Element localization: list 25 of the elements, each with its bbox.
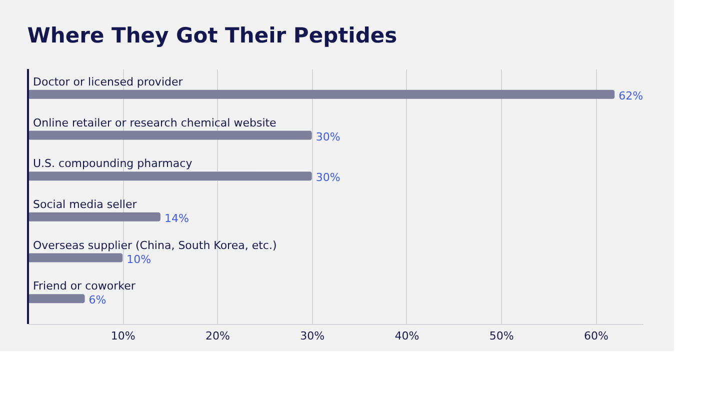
- y-tick-label: Friend or coworker: [33, 280, 136, 293]
- x-tick-label: 50%: [489, 330, 514, 342]
- bar: [28, 130, 312, 140]
- y-tick-label: Overseas supplier (China, South Korea, etc.): [33, 238, 277, 252]
- bar: [28, 172, 312, 181]
- data-label: 6%: [88, 294, 106, 307]
- bar: [28, 90, 615, 99]
- bar: [28, 212, 160, 222]
- x-tick-label: 20%: [206, 330, 230, 342]
- y-tick-label: Online retailer or research chemical website: [33, 116, 277, 130]
- data-label: 30%: [316, 171, 340, 184]
- y-tick-label: U.S. compounding pharmacy: [33, 157, 193, 170]
- data-label: 62%: [618, 89, 644, 102]
- data-label: 10%: [126, 252, 152, 266]
- data-label: 30%: [316, 130, 340, 144]
- chart-title: Where They Got Their Peptides: [27, 23, 398, 48]
- x-tick-label: 10%: [110, 330, 136, 342]
- x-tick-label: 60%: [584, 330, 608, 342]
- y-tick-label: Social media seller: [33, 198, 138, 211]
- bar: [28, 253, 123, 262]
- bar: [28, 294, 85, 304]
- x-tick-label: 30%: [300, 330, 325, 342]
- data-label: 14%: [164, 212, 189, 225]
- x-tick-label: 40%: [394, 330, 420, 342]
- y-tick-label: Doctor or licensed provider: [33, 75, 184, 88]
